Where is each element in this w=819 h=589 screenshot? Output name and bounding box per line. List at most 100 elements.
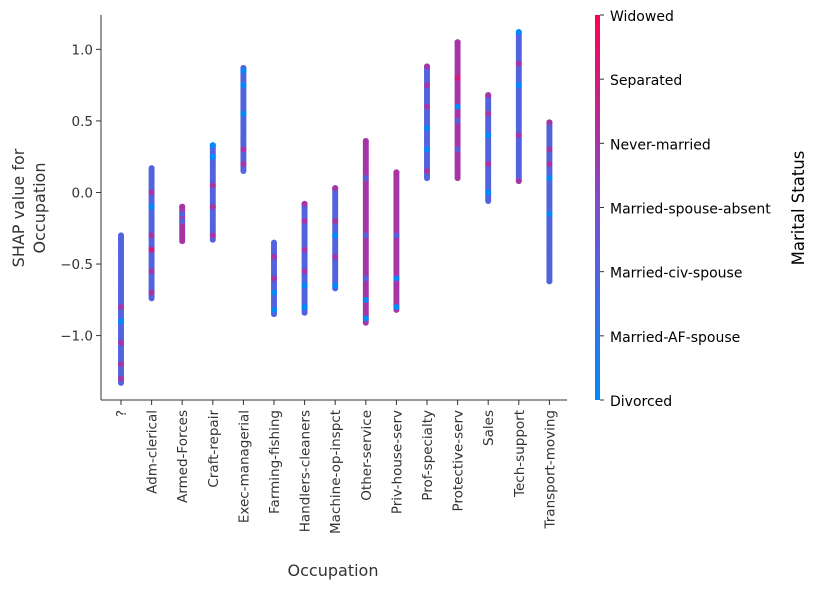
x-axis-label: Occupation (288, 561, 379, 580)
data-point (454, 103, 461, 110)
data-point (362, 275, 369, 282)
data-point (209, 142, 216, 149)
colorbar (595, 15, 600, 400)
data-point (393, 169, 400, 176)
data-point (454, 117, 461, 124)
x-tick-label: Prof-specialty (420, 410, 436, 501)
data-point (546, 278, 553, 285)
data-point (240, 160, 247, 167)
data-point (148, 246, 155, 253)
data-point (362, 137, 369, 144)
data-point (454, 74, 461, 81)
data-point (118, 339, 124, 346)
y-tick-label: 0.5 (72, 114, 93, 130)
data-point (240, 110, 247, 117)
colorbar-labels: Widowed Separated Never-married Married-spo… (600, 9, 771, 410)
data-point (240, 146, 247, 153)
colorbar-title: Marital Status (789, 151, 808, 266)
data-point (362, 232, 369, 239)
data-point (301, 218, 308, 225)
data-point (148, 268, 155, 275)
x-tick-label: Farming-fishing (267, 410, 283, 514)
data-point (118, 232, 124, 239)
data-point (240, 82, 247, 89)
y-tick-label: −0.5 (60, 257, 93, 273)
data-point (546, 175, 553, 182)
data-point (515, 82, 522, 89)
x-tick-label: Exec-managerial (236, 410, 252, 523)
data-point (424, 168, 430, 175)
data-point (393, 303, 400, 310)
data-point (424, 82, 430, 89)
data-point (118, 303, 124, 310)
colorbar-label: Married-spouse-absent (610, 202, 771, 218)
colorbar-label: Never-married (610, 137, 711, 153)
colorbar-label: Widowed (610, 9, 674, 25)
data-point (362, 175, 369, 182)
data-point (515, 132, 522, 139)
data-point (546, 210, 553, 217)
data-point (332, 282, 339, 289)
y-tick-label: 1.0 (72, 42, 93, 58)
data-point (515, 60, 522, 67)
data-point (209, 182, 216, 189)
data-point (393, 232, 400, 239)
data-point (148, 165, 155, 172)
x-tick-label: Tech-support (512, 410, 528, 498)
data-point (179, 218, 186, 225)
y-tick-label: −1.0 (60, 329, 93, 345)
data-point (209, 203, 216, 210)
data-point (301, 246, 308, 253)
x-axis-ticks: ? Adm-clerical Armed-Forces Craft-repair Exe… (114, 400, 558, 534)
data-point (301, 200, 308, 207)
colorbar-label: Divorced (610, 394, 672, 410)
data-point (332, 218, 339, 225)
y-axis-ticks: 1.0 0.5 0.0 −0.5 −1.0 (60, 42, 101, 345)
data-point (546, 119, 553, 126)
data-point (393, 275, 400, 282)
data-point (332, 253, 339, 260)
data-point (515, 178, 522, 185)
data-point (362, 296, 369, 303)
data-point (148, 203, 155, 210)
data-point (179, 203, 186, 210)
x-tick-label: Armed-Forces (175, 410, 191, 503)
x-tick-label: ? (114, 410, 130, 417)
data-point (271, 239, 277, 246)
colorbar-label: Married-civ-spouse (610, 266, 742, 282)
data-point (271, 306, 277, 313)
data-point (118, 375, 124, 382)
data-point (148, 232, 155, 239)
data-point (148, 189, 155, 196)
data-point (271, 275, 277, 282)
data-point (485, 160, 492, 167)
data-point (148, 289, 155, 296)
data-point (546, 160, 553, 167)
data-point (485, 92, 492, 99)
data-point (485, 132, 492, 139)
y-axis-label-line-2: Occupation (30, 163, 49, 254)
data-point (209, 232, 216, 239)
data-point (301, 282, 308, 289)
x-tick-label: Priv-house-serv (389, 410, 405, 514)
data-point (546, 146, 553, 153)
x-tick-label: Other-service (359, 410, 375, 501)
data-point (485, 189, 492, 196)
data-point (424, 103, 430, 110)
data-point (424, 63, 430, 70)
data-point (271, 289, 277, 296)
data-point (209, 153, 216, 160)
y-axis-label-line-1: SHAP value for (9, 148, 28, 267)
data-point (424, 125, 430, 132)
x-tick-label: Machine-op-inspct (328, 410, 344, 534)
colorbar-label: Married-AF-spouse (610, 330, 740, 346)
data-point (118, 361, 124, 368)
data-point (362, 315, 369, 322)
scatter-points (118, 29, 553, 386)
data-point (454, 146, 461, 153)
data-point (271, 253, 277, 260)
data-point (240, 67, 247, 74)
data-point (332, 232, 339, 239)
data-point (485, 110, 492, 117)
